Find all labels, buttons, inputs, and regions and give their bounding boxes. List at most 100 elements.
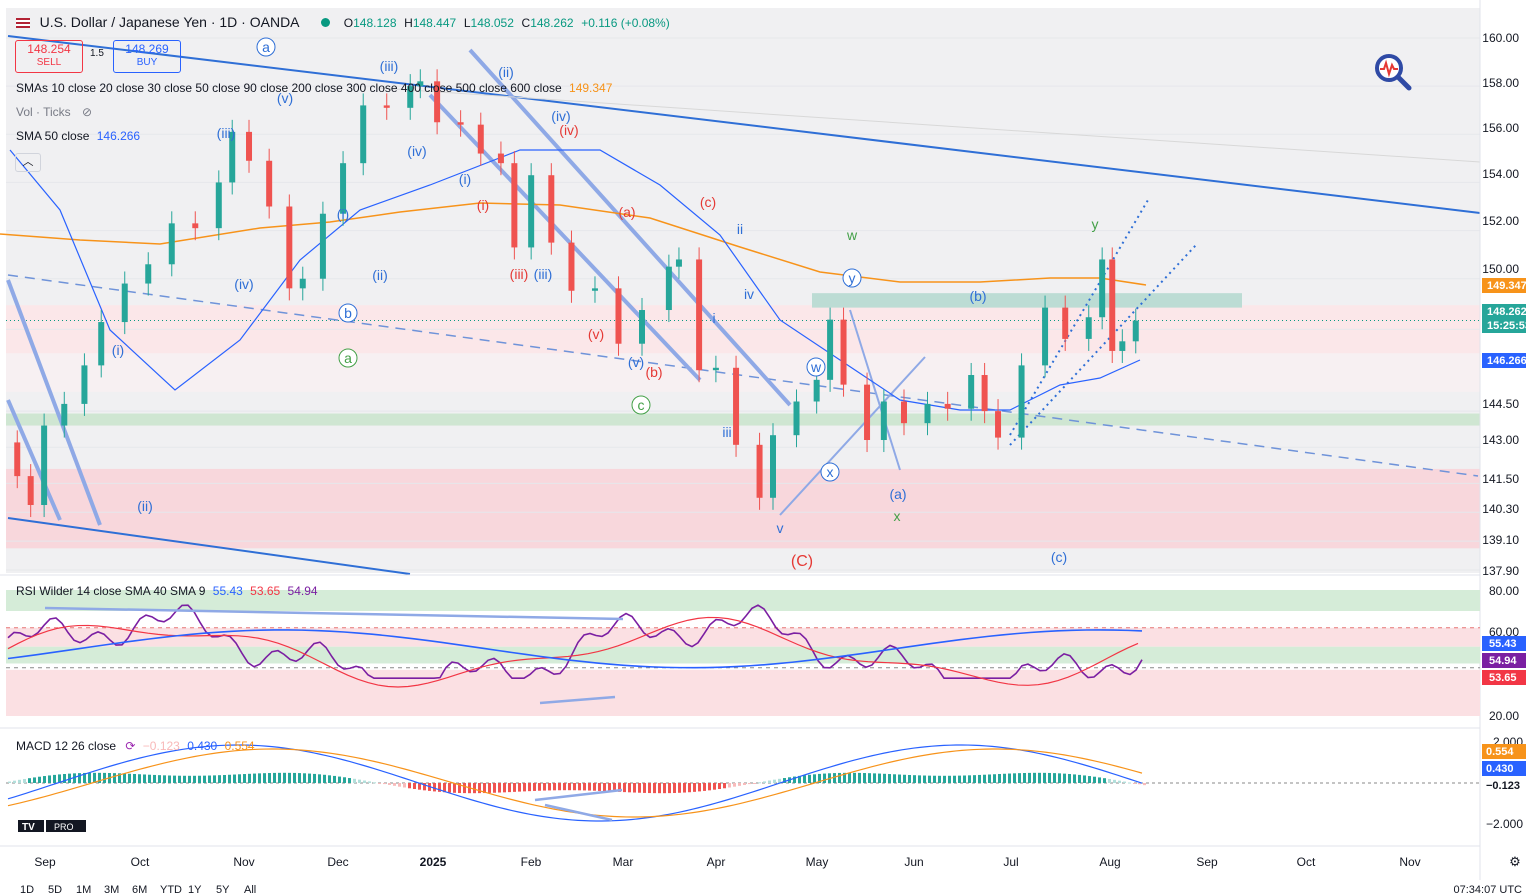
candle [477,112,484,166]
macd-histogram-bar [643,783,646,793]
candle-body [981,375,988,412]
candle-body [793,401,800,436]
candle-body [145,264,152,284]
macd-histogram-bar [98,772,101,783]
candle-body [168,223,175,265]
rsi-value: 54.94 [287,584,318,598]
candle [98,310,105,378]
macd-histogram-bar [713,783,716,790]
macd-histogram-bar [1093,776,1096,783]
volume-legend[interactable]: Vol · Ticks ⊘ [16,105,92,119]
candle [528,163,535,260]
macd-histogram-bar [703,783,706,791]
symbol-header[interactable]: U.S. Dollar / Japanese Yen · 1D · OANDA … [16,14,670,30]
wave-label: (iv) [559,122,578,138]
bottom-toolbar: 1D 5D 1M 3M 6M YTD 1Y 5Y All 07:34:07 UTC [0,884,1526,896]
sma50-legend-label: SMA 50 close [16,129,90,143]
wave-label: (a) [889,486,906,502]
rsi-value-ma: 53.65 [250,584,281,598]
buy-button[interactable]: 148.269 BUY [113,40,181,73]
range-button-3m[interactable]: 3M [104,884,120,896]
candle [360,93,367,176]
macd-histogram-bar [388,783,391,785]
macd-histogram-bar [813,774,816,783]
wave-label: v [777,520,784,536]
rsi-legend[interactable]: RSI Wilder 14 close SMA 40 SMA 9 55.43 5… [16,584,318,598]
macd-legend[interactable]: MACD 12 26 close ⟳ −0.123 0.430 0.554 [16,739,255,753]
range-button-all[interactable]: All [244,884,257,896]
wave-label: w [810,359,822,375]
candle [299,266,306,301]
range-button-1y[interactable]: 1Y [188,884,202,896]
search-zoom-icon[interactable] [1373,52,1413,92]
wave-label: (ii) [498,64,514,80]
wave-label: (iii) [534,266,553,282]
candle [41,413,48,518]
candle-body [995,411,1002,438]
candle-body [14,442,21,477]
refresh-icon[interactable]: ⟳ [125,739,136,753]
time-tick: Oct [131,855,150,869]
macd-histogram-bar [223,774,226,783]
macd-histogram-bar [738,783,741,786]
macd-histogram-bar [883,773,886,783]
macd-histogram-bar [238,774,241,783]
macd-histogram-bar [453,783,456,793]
candle-body [712,367,719,371]
candle [548,163,555,255]
range-button-6m[interactable]: 6M [132,884,148,896]
candle [121,271,128,335]
range-button-1m[interactable]: 1M [76,884,92,896]
macd-histogram-bar [833,773,836,783]
wave-label: (v) [588,326,604,342]
macd-histogram-bar [943,775,946,783]
range-button-ytd[interactable]: YTD [160,884,182,896]
macd-histogram-bar [518,783,521,792]
macd-histogram-bar [633,783,636,793]
sell-button[interactable]: 148.254 SELL [15,40,83,73]
chevron-up-icon: ︿ [22,156,34,168]
rsi-mid-zone [6,627,1480,647]
range-button-1d[interactable]: 1D [20,884,35,896]
wave-label: iii [722,424,731,440]
rsi-divergence-line [44,606,624,621]
rsi-mid-green [6,646,1480,664]
mid-zone [6,353,1480,392]
macd-histogram-bar [48,775,51,783]
eye-off-icon[interactable]: ⊘ [82,105,93,119]
macd-histogram-bar [563,783,566,791]
macd-histogram-bar [128,773,131,783]
macd-histogram-bar [498,783,501,793]
macd-histogram-bar [628,783,631,793]
candle [1099,247,1106,330]
macd-histogram-bar [808,774,811,783]
sma50-legend[interactable]: SMA 50 close 146.266 [16,129,140,143]
wave-label: (a) [618,204,635,220]
candle-body [675,259,682,267]
sma-legend[interactable]: SMAs 10 close 20 close 30 close 50 close… [16,81,612,95]
time-tick: Sep [1196,855,1218,869]
candle-body [1062,307,1069,339]
range-button-5y[interactable]: 5Y [216,884,230,896]
macd-histogram-bar [488,783,491,793]
wave-label: (i) [337,206,349,222]
macd-histogram-bar [648,783,651,794]
candle-body [81,365,88,404]
macd-histogram-bar [433,783,436,792]
range-button-5d[interactable]: 5D [48,884,63,896]
macd-histogram-bar [1063,773,1066,783]
macd-badge [1482,761,1526,776]
macd-divergence-line [544,803,613,822]
candle [1132,308,1139,354]
sma50-legend-value: 146.266 [96,129,141,143]
wave-label: i [712,310,715,326]
collapse-legend-button[interactable]: ︿ [15,153,41,172]
candle-body [615,288,622,344]
macd-histogram-bar [383,783,386,785]
candle-body [1085,317,1092,339]
rsi-value-sma: 55.43 [212,584,243,598]
wave-label-circle [820,462,840,482]
macd-histogram-bar [993,774,996,783]
price-tick: 137.90 [1482,564,1519,578]
